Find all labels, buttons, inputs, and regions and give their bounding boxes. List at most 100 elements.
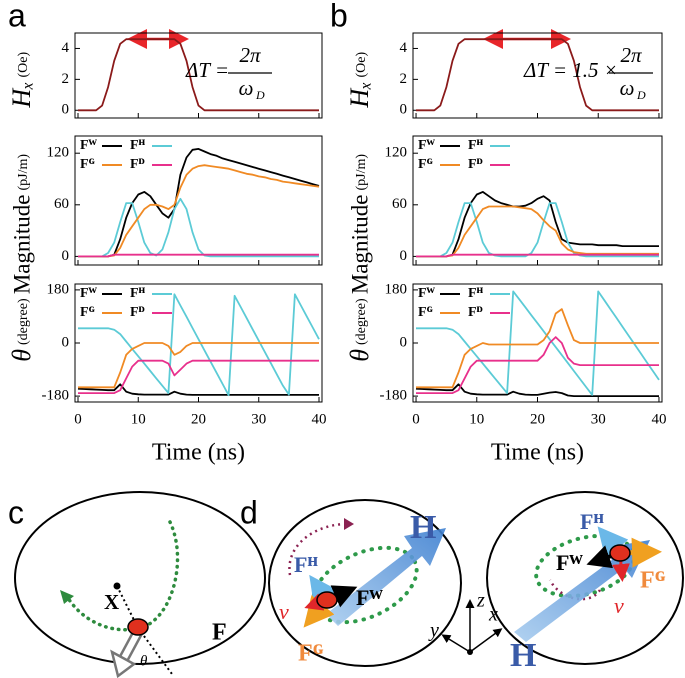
data-line [78,164,320,258]
data-line [78,359,319,394]
y-axis-title: Hₓ (Oe) [345,52,374,109]
data-line [416,308,659,389]
x-axis-title: Time (ns) [152,440,245,466]
y-tick-label: 60 [392,196,407,212]
y-axis-title-main: Hₓ [345,82,374,109]
legend-label: Fᴴ [468,138,484,153]
y-axis-title-main: Magnitude [9,195,34,295]
label: H [510,637,536,674]
label: v [279,599,289,624]
data-line [416,253,659,258]
legend-label: Fᴳ [80,305,96,320]
y-axis-title-unit: (Oe) [354,52,369,78]
label: Fᴳ [298,641,324,667]
y-tick-label: 2 [400,71,408,87]
y-axis-title-unit: (pJ/m) [16,154,31,191]
legend-label: Fᴳ [418,157,434,172]
x-tick-label: 0 [74,411,82,427]
label: F [212,620,227,646]
legend-label: Fᴴ [468,286,484,301]
y-tick-label: 4 [400,40,408,56]
y-tick-label: 4 [62,40,70,56]
y-tick-label: 120 [47,145,70,161]
label: v [614,593,624,618]
diagram-d-right: H Fᴴ Fᵂ Fᴳ v [486,491,684,674]
panel-label: a [8,0,26,33]
label: H [410,509,436,546]
diagram-d-left: H Fᴴ Fᵂ Fᴳ v [268,499,462,667]
x-tick-label: 20 [191,411,206,427]
y-tick-label: -180 [380,388,408,404]
annotation: D [255,88,265,102]
label: X [104,590,119,614]
axis-label: x [488,604,498,626]
trajectory [66,520,180,632]
x-axis-title: Time (ns) [491,440,584,466]
legend-label: Fᴳ [80,157,96,172]
data-line [77,383,319,396]
data-line [416,191,659,258]
annotation: ω [239,76,254,100]
dotted-line [140,631,173,675]
y-axis-title-main: θ [7,349,36,362]
legend-label: Fᴰ [468,305,483,320]
label: Fᴴ [294,552,318,577]
arrowhead [60,590,74,604]
arrowhead [344,518,354,530]
axis [469,628,503,653]
y-axis-title-main: θ [345,349,374,362]
annotation: ΔT = 1.5 × [523,58,618,82]
y-axis-title-main: Hₓ [7,82,36,109]
panel-label: b [330,0,348,33]
legend-label: Fᵂ [418,286,436,301]
axis [441,634,471,653]
label: Fᵂ [356,585,383,610]
disk [486,491,684,665]
data-line [415,383,659,397]
axis-label: z [476,590,485,612]
panel-label: c [8,494,24,530]
x-tick-label: 30 [251,411,266,427]
y-tick-label: 180 [47,281,70,297]
data-line [78,197,319,258]
y-axis-title: θ (degree) [345,298,374,362]
precession [548,579,602,601]
data-line [416,202,659,258]
label: Fᴳ [640,568,666,594]
x-tick-label: 10 [131,411,146,427]
y-tick-label: 120 [385,145,408,161]
legend-label: Fᴰ [130,305,145,320]
disk [268,499,462,667]
y-tick-label: 0 [62,334,70,350]
y-axis-title: Hₓ (Oe) [7,52,36,109]
data-line [416,336,659,394]
y-tick-label: 0 [400,248,408,264]
data-line [416,205,659,258]
annotation: ΔT = [185,58,229,82]
y-axis-title-unit: (pJ/m) [354,154,369,191]
y-tick-label: 60 [54,196,69,212]
y-tick-label: 0 [400,334,408,350]
center-dot [113,582,121,590]
y-axis-title-unit: (Oe) [16,52,31,78]
axis-label: y [428,620,439,642]
x-tick-label: 10 [469,411,484,427]
origin [467,649,473,655]
x-tick-label: 0 [412,411,420,427]
data-line [78,253,319,258]
legend-label: Fᴴ [130,138,146,153]
legend-label: Fᵂ [80,138,98,153]
annotation: 2π [620,43,642,67]
force-arrow [121,630,141,660]
legend-label: Fᴰ [130,157,145,172]
legend-label: Fᴰ [468,157,483,172]
y-tick-label: -180 [42,388,70,404]
y-axis-title-main: Magnitude [347,195,372,295]
x-tick-label: 20 [530,411,545,427]
coordinate-axes: z x y [428,590,503,655]
legend-label: Fᴳ [418,305,434,320]
legend-label: Fᵂ [418,138,436,153]
annotation: ω [620,76,635,100]
y-axis-title: θ (degree) [7,298,36,362]
x-tick-label: 40 [311,411,326,427]
